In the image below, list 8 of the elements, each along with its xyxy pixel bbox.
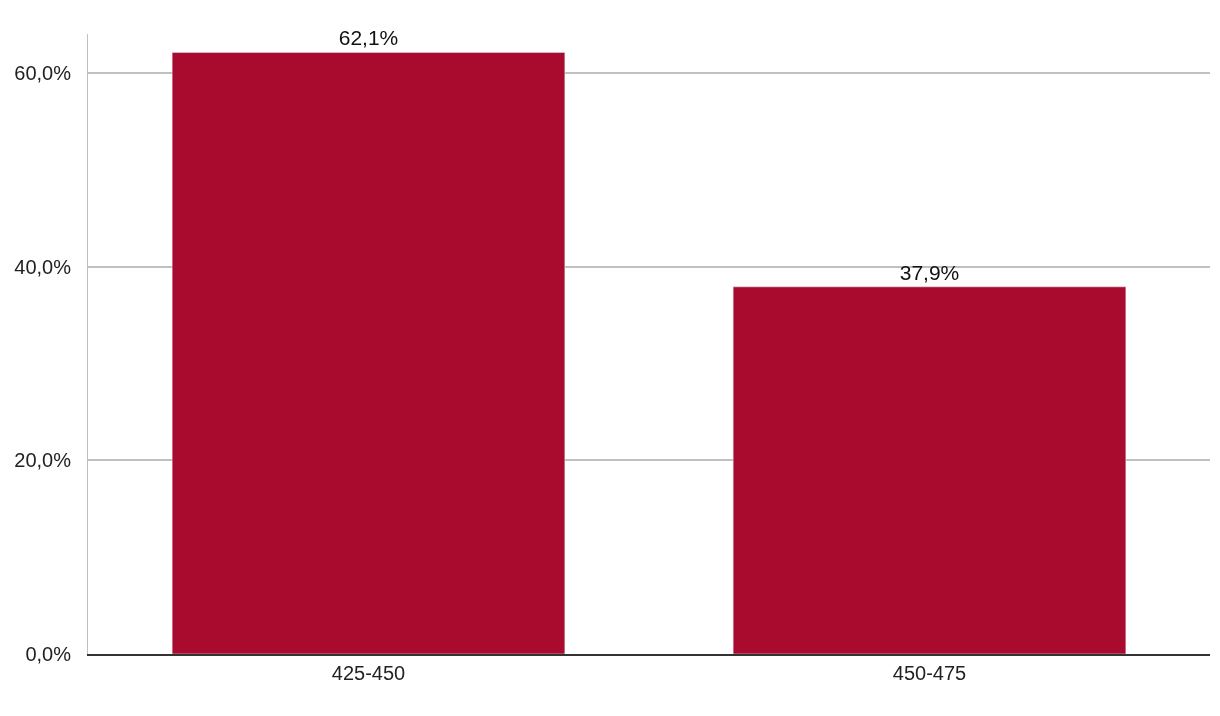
y-tick-label: 60,0% [14,61,72,84]
x-tick-label: 450-475 [892,661,967,684]
data-label: 62,1% [338,26,399,50]
y-tick-label: 0,0% [25,643,72,665]
data-label: 37,9% [899,260,960,284]
y-tick-label: 20,0% [14,449,72,472]
y-tick-label: 40,0% [14,255,72,278]
x-tick-label: 425-450 [331,661,406,684]
